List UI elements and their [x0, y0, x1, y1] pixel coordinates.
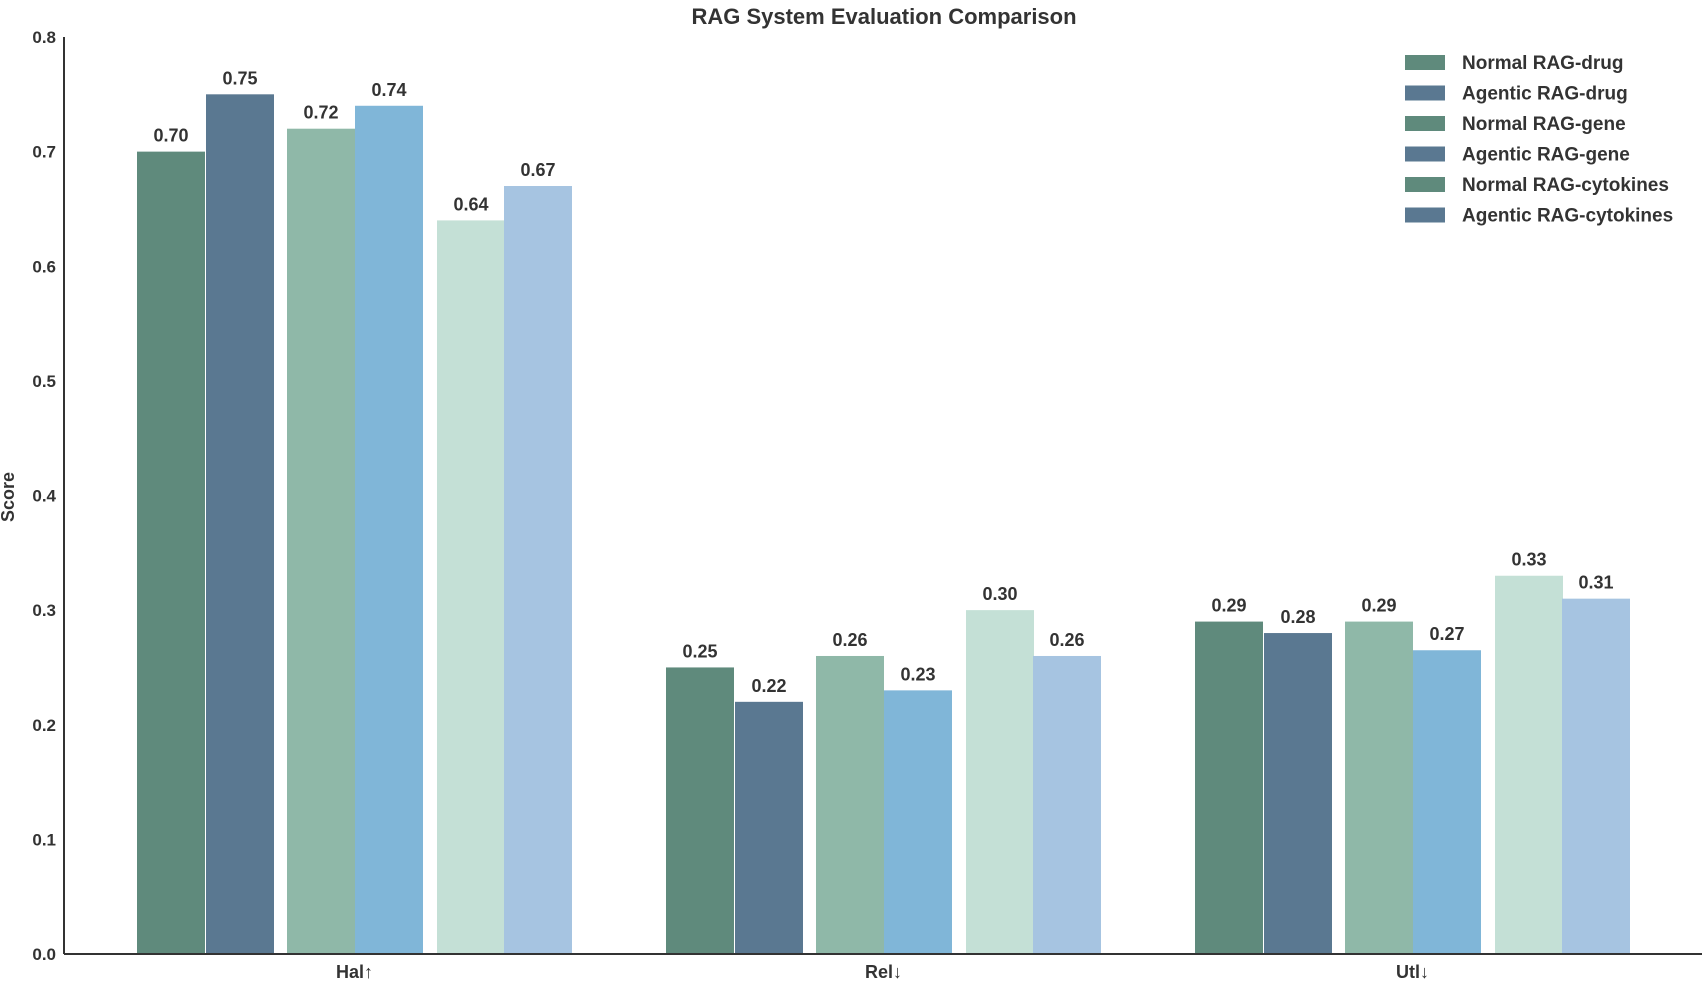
bar [206, 94, 274, 954]
legend-label: Agentic RAG-gene [1462, 145, 1630, 166]
bar-value-label: 0.75 [222, 68, 257, 88]
bar [1264, 633, 1332, 954]
bar-value-label: 0.70 [153, 126, 188, 146]
legend-label: Normal RAG-drug [1462, 53, 1624, 74]
x-tick-label: Hal↑ [336, 962, 373, 982]
y-axis-label: Score [0, 472, 18, 522]
bar-value-label: 0.30 [982, 584, 1017, 604]
bar [666, 667, 734, 954]
y-tick-label: 0.2 [32, 716, 56, 735]
bar-value-label: 0.23 [900, 664, 935, 684]
legend-swatch [1405, 116, 1445, 131]
bar [1495, 575, 1563, 954]
legend: Normal RAG-drug Agentic RAG-drug Normal RA… [1405, 53, 1673, 227]
x-tick-label: Rel↓ [865, 962, 902, 982]
bar [816, 655, 884, 954]
bar [1195, 621, 1263, 954]
legend-swatch [1405, 55, 1445, 70]
bar-value-label: 0.28 [1280, 607, 1315, 627]
bar [966, 610, 1034, 954]
bar-value-label: 0.26 [1049, 630, 1084, 650]
bar [735, 701, 803, 954]
y-tick-label: 0.7 [32, 143, 56, 162]
y-tick-label: 0.8 [32, 28, 56, 47]
bar-groups [137, 94, 1630, 954]
value-labels: 0.70 0.75 0.72 0.74 0.64 0.67 0.25 0.22 0.26 0.23… [153, 68, 1613, 696]
legend-label: Agentic RAG-drug [1462, 84, 1628, 105]
bar-value-label: 0.29 [1211, 596, 1246, 616]
y-tick-label: 0.3 [32, 601, 56, 620]
chart-title: RAG System Evaluation Comparison [691, 4, 1076, 29]
bar [1562, 598, 1630, 954]
bar-value-label: 0.74 [371, 80, 406, 100]
bar-value-label: 0.27 [1429, 624, 1464, 644]
y-tick-label: 0.1 [32, 830, 56, 849]
bar-value-label: 0.64 [453, 194, 488, 214]
legend-swatch [1405, 146, 1445, 162]
y-tick-label: 0.0 [32, 945, 56, 964]
bar-value-label: 0.67 [520, 160, 555, 180]
legend-swatch [1405, 85, 1445, 101]
legend-swatch [1405, 207, 1445, 223]
bar [287, 128, 355, 954]
bar [884, 690, 952, 954]
legend-label: Normal RAG-cytokines [1462, 175, 1669, 196]
bar-value-label: 0.33 [1511, 550, 1546, 570]
bar-value-label: 0.72 [303, 103, 338, 123]
bar-value-label: 0.22 [751, 676, 786, 696]
y-tick-label: 0.5 [32, 372, 56, 391]
legend-swatch [1405, 177, 1445, 192]
bar-value-label: 0.31 [1578, 573, 1613, 593]
category-labels: Hal↑ Rel↓ Utl↓ [336, 962, 1429, 982]
bar [355, 105, 423, 954]
bar [1345, 621, 1413, 954]
bar [437, 220, 505, 954]
bar-value-label: 0.29 [1361, 596, 1396, 616]
x-tick-label: Utl↓ [1396, 962, 1429, 982]
legend-label: Agentic RAG-cytokines [1462, 206, 1673, 227]
bar [504, 186, 572, 954]
bar-value-label: 0.26 [832, 630, 867, 650]
bar [137, 151, 205, 954]
y-tick-label: 0.6 [32, 257, 56, 276]
y-axis-ticks: 0.0 0.1 0.2 0.3 0.4 0.5 0.6 0.7 0.8 [32, 28, 56, 964]
bar-value-label: 0.25 [682, 641, 717, 661]
y-tick-label: 0.4 [32, 487, 56, 506]
bar [1033, 655, 1101, 954]
legend-label: Normal RAG-gene [1462, 114, 1626, 135]
bar [1413, 650, 1481, 954]
